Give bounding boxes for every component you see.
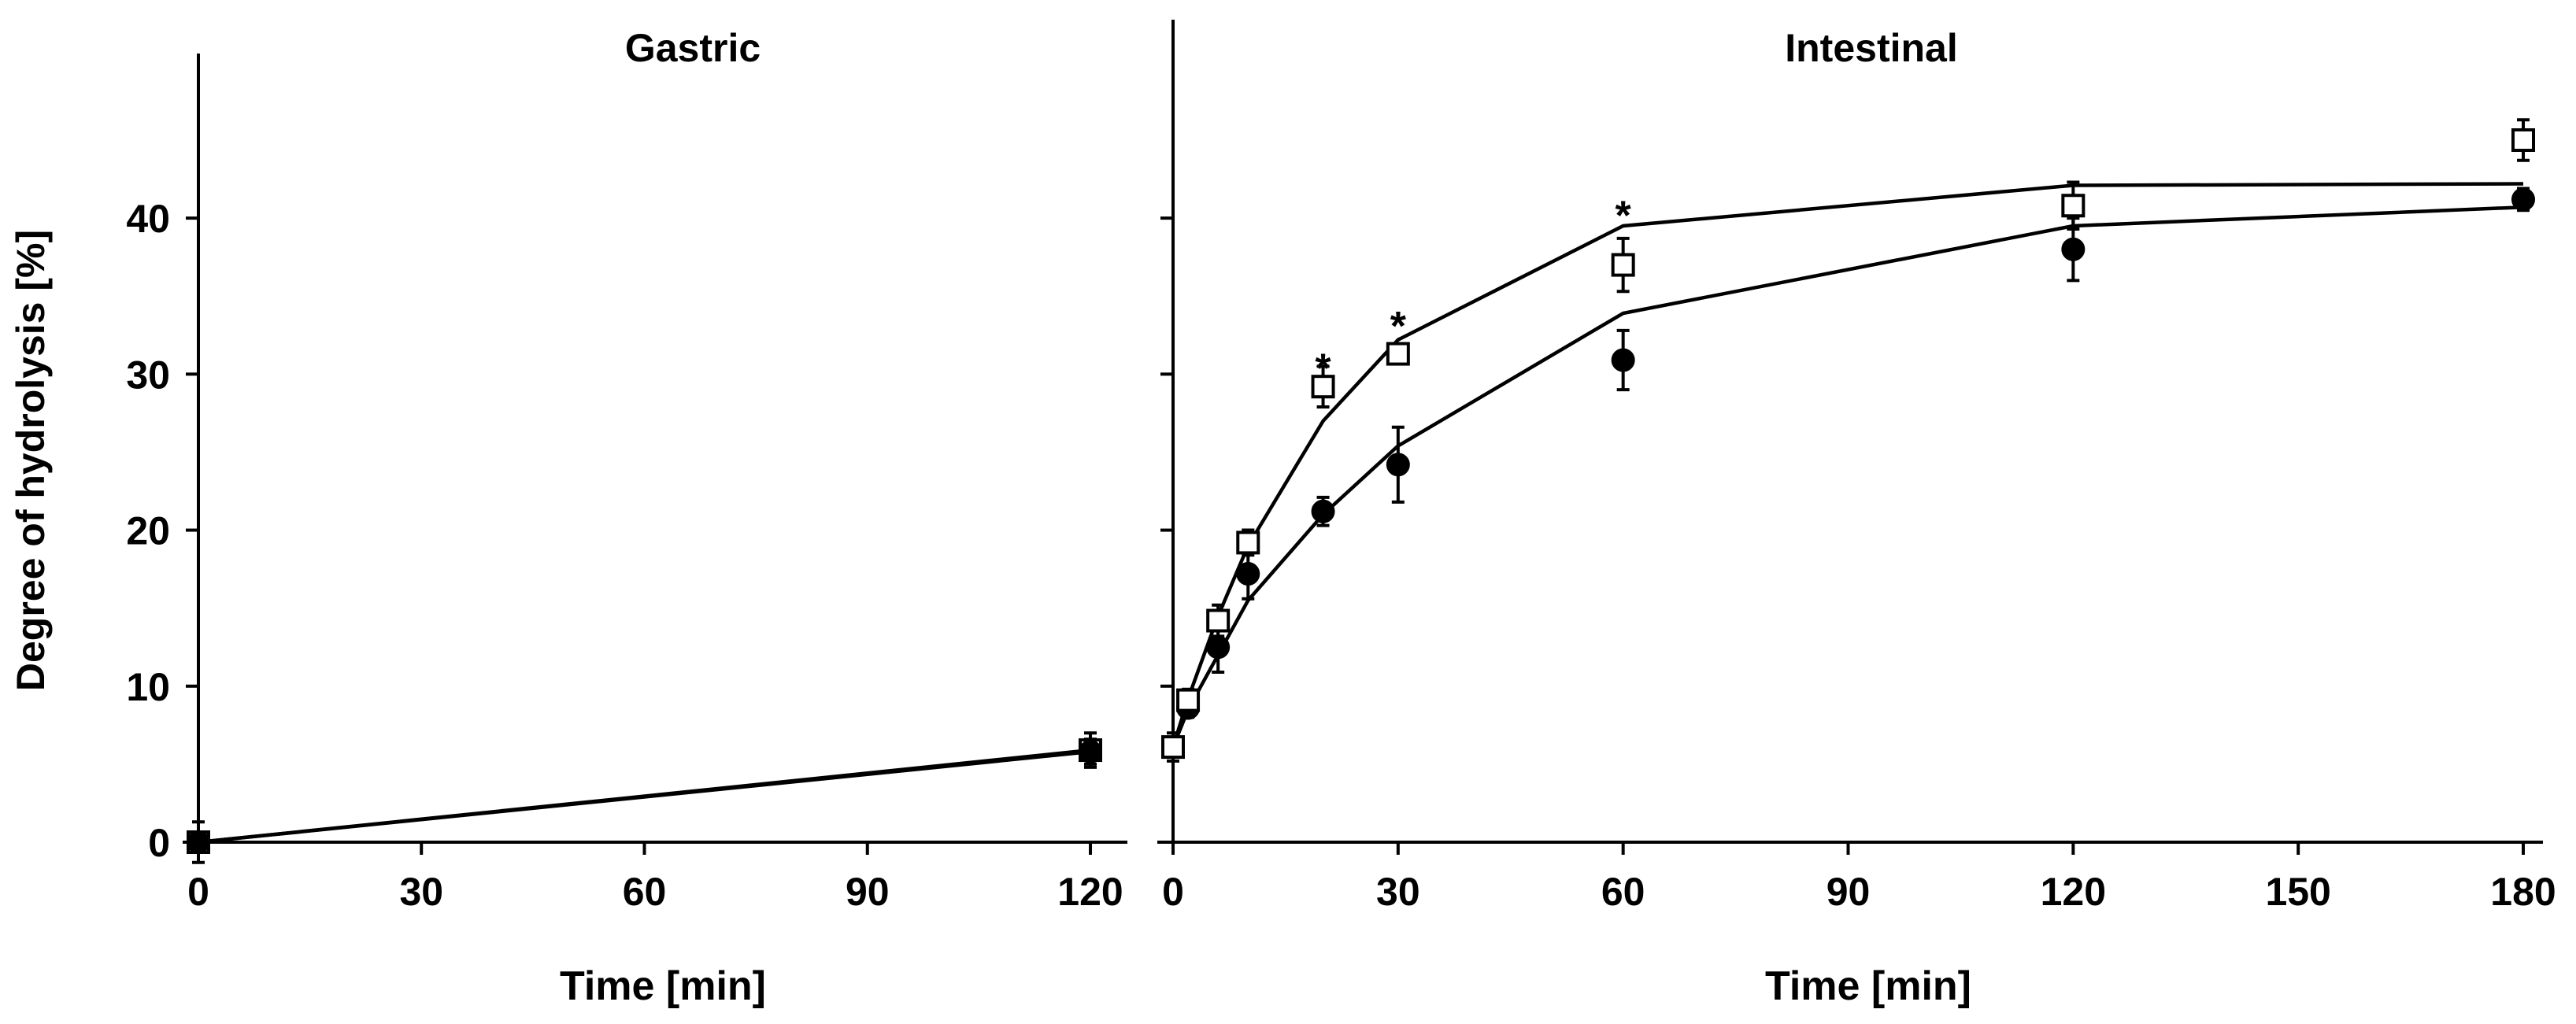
intestinal-significance-asterisk: * [1616,193,1632,238]
gastric-x-tick-label: 0 [187,870,209,914]
intestinal-x-tick-label: 0 [1162,870,1184,914]
gastric-y-tick-label: 30 [126,353,170,397]
intestinal-x-tick-label: 180 [2490,870,2556,914]
intestinal-panel-title: Intestinal [1785,26,1957,70]
gastric-x-tick-label: 60 [623,870,667,914]
intestinal-open-square-point [1161,735,1185,760]
intestinal-filled-circle-point [2061,237,2086,261]
gastric-filled-circle-point [187,830,210,854]
intestinal-open-square-point [1176,688,1201,712]
intestinal-filled-circle-point [2511,187,2535,212]
intestinal-x-tick-label: 90 [1827,870,1871,914]
intestinal-open-square-point [1206,608,1231,633]
intestinal-x-tick-label: 120 [2041,870,2106,914]
intestinal-filled-circle-point [1236,562,1260,586]
intestinal-open-square-point [1386,342,1410,366]
intestinal-open-squares-fit-line [1171,182,2524,748]
intestinal-filled-circle-point [1611,348,1635,372]
intestinal-open-square-point [1611,253,1635,277]
intestinal-open-square-point [2061,194,2086,218]
intestinal-x-axis-label: Time [min] [1765,963,1971,1009]
gastric-y-tick-label: 40 [126,197,170,241]
gastric-y-tick-label: 0 [148,821,170,865]
intestinal-significance-asterisk: * [1390,304,1407,349]
intestinal-open-square-point [2511,128,2535,152]
intestinal-filled-circle-point [1311,499,1335,523]
gastric-x-tick-label: 30 [399,870,443,914]
intestinal-filled-circle-point [1206,635,1231,660]
gastric-filled-circles-fit-line [198,749,1091,845]
intestinal-x-tick-label: 30 [1376,870,1420,914]
gastric-x-tick-label: 90 [846,870,890,914]
intestinal-significance-asterisk: * [1315,346,1331,392]
intestinal-open-square-point [1236,530,1260,555]
gastric-panel-title: Gastric [625,26,761,70]
intestinal-x-tick-label: 60 [1601,870,1645,914]
gastric-x-tick-label: 120 [1057,870,1123,914]
intestinal-x-tick-label: 150 [2265,870,2330,914]
gastric-y-tick-label: 10 [126,665,170,709]
gastric-filled-circle-point [1079,740,1102,764]
intestinal-open-square-point [1311,375,1335,399]
gastric-panel: Gastric Time [min] 0 30 60 90 120 0 10 20 30 40 [126,26,1127,1009]
y-axis-label: Degree of hydrolysis [%] [9,230,53,691]
gastric-y-tick-label: 20 [126,509,170,553]
gastric-x-axis-label: Time [min] [560,963,766,1009]
intestinal-filled-circles-fit-line [1171,205,2524,748]
intestinal-filled-circle-point [1386,453,1410,477]
intestinal-panel: Intestinal Time [min] 0 30 60 90 120 150 180 *… [1157,20,2556,1009]
